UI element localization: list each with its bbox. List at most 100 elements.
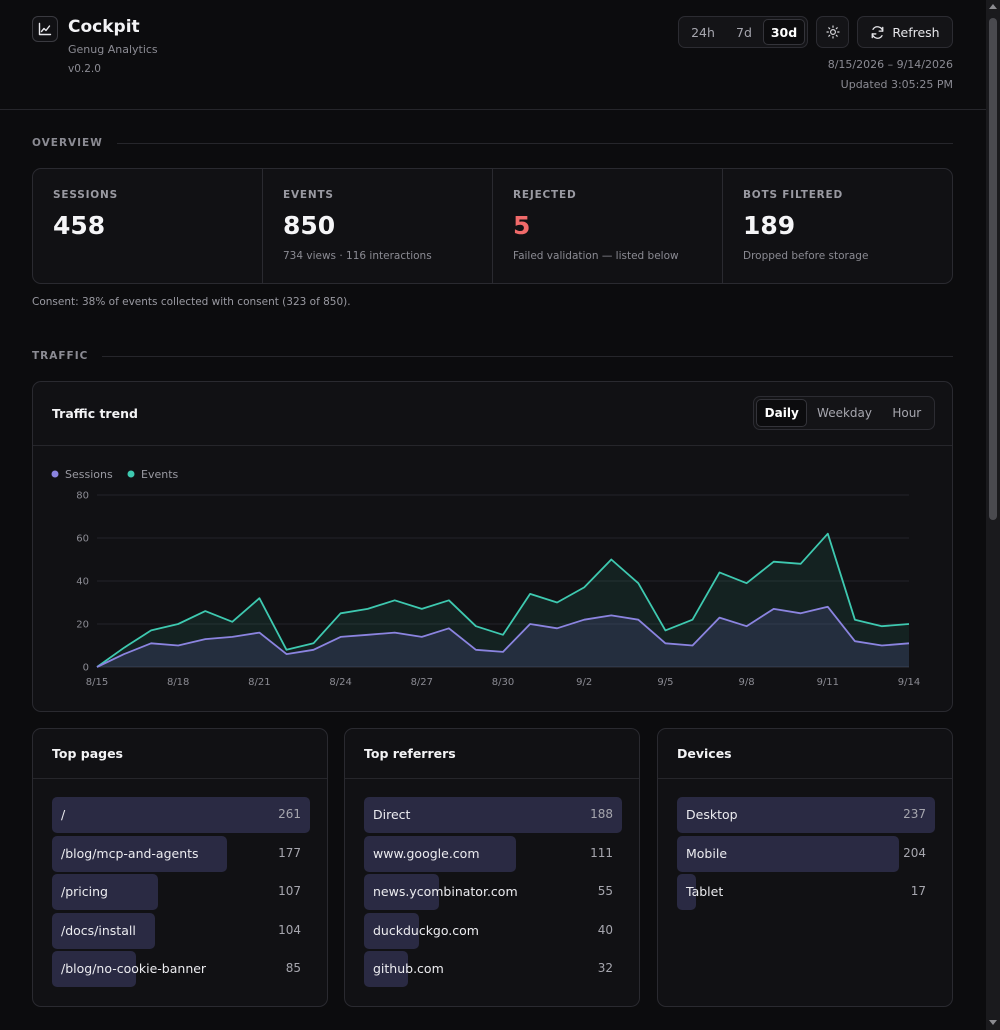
data-point-sessions[interactable] [148, 640, 154, 646]
data-point-events[interactable] [446, 597, 452, 603]
data-point-events[interactable] [392, 597, 398, 603]
data-point-sessions[interactable] [229, 634, 235, 640]
data-point-events[interactable] [175, 621, 181, 627]
data-point-events[interactable] [94, 664, 100, 670]
page-row[interactable]: /blog/no-cookie-banner 85 [52, 951, 310, 987]
data-point-events[interactable] [662, 627, 668, 633]
data-point-sessions[interactable] [852, 638, 858, 644]
data-point-events[interactable] [419, 606, 425, 612]
data-point-sessions[interactable] [473, 647, 479, 653]
data-point-sessions[interactable] [175, 643, 181, 649]
data-point-events[interactable] [608, 557, 614, 563]
data-point-sessions[interactable] [744, 623, 750, 629]
page-scrollbar[interactable] [986, 0, 1000, 1030]
page-row[interactable]: / 261 [52, 797, 310, 833]
data-point-sessions[interactable] [906, 640, 912, 646]
data-point-sessions[interactable] [446, 625, 452, 631]
data-point-events[interactable] [229, 619, 235, 625]
data-point-events[interactable] [744, 580, 750, 586]
view-weekday-button[interactable]: Weekday [817, 406, 872, 420]
data-point-sessions[interactable] [662, 640, 668, 646]
data-point-events[interactable] [717, 569, 723, 575]
stat-sessions: SESSIONS 458 [33, 169, 263, 283]
device-row[interactable]: Tablet 17 [677, 874, 935, 910]
data-point-events[interactable] [798, 561, 804, 567]
refresh-button[interactable]: Refresh [857, 16, 953, 48]
page-row[interactable]: /blog/mcp-and-agents 177 [52, 835, 310, 872]
data-point-sessions[interactable] [392, 630, 398, 636]
device-row[interactable]: Mobile 204 [677, 835, 935, 872]
data-point-sessions[interactable] [202, 636, 208, 642]
data-point-sessions[interactable] [365, 632, 371, 638]
scrollbar-thumb[interactable] [989, 18, 997, 520]
data-point-events[interactable] [500, 632, 506, 638]
data-point-sessions[interactable] [717, 615, 723, 621]
data-point-sessions[interactable] [635, 617, 641, 623]
range-7d-button[interactable]: 7d [736, 24, 752, 40]
data-point-sessions[interactable] [311, 647, 317, 653]
data-point-sessions[interactable] [338, 634, 344, 640]
referrer-row[interactable]: news.ycombinator.com 55 [364, 874, 622, 910]
top-referrers-list: Direct 188 www.google.com 111 news.ycombinat… [364, 797, 622, 990]
x-tick-label: 8/30 [492, 677, 514, 688]
page-row[interactable]: /pricing 107 [52, 874, 310, 910]
data-point-events[interactable] [527, 591, 533, 597]
referrer-row[interactable]: github.com 32 [364, 951, 622, 987]
data-point-sessions[interactable] [256, 630, 262, 636]
data-point-events[interactable] [202, 608, 208, 614]
range-30d-button[interactable]: 30d [763, 19, 805, 45]
data-point-events[interactable] [148, 627, 154, 633]
row-label: /blog/mcp-and-agents [61, 845, 199, 861]
legend-label-sessions: Sessions [65, 468, 113, 481]
data-point-sessions[interactable] [527, 621, 533, 627]
data-point-sessions[interactable] [554, 625, 560, 631]
data-point-events[interactable] [906, 621, 912, 627]
data-point-events[interactable] [635, 580, 641, 586]
x-tick-label: 9/2 [576, 677, 592, 688]
legend-label-events: Events [141, 468, 179, 481]
data-point-events[interactable] [311, 640, 317, 646]
stat-value: 189 [743, 211, 796, 240]
data-point-events[interactable] [581, 584, 587, 590]
data-point-sessions[interactable] [798, 610, 804, 616]
data-point-sessions[interactable] [419, 634, 425, 640]
data-point-sessions[interactable] [879, 643, 885, 649]
referrer-row[interactable]: www.google.com 111 [364, 835, 622, 872]
scroll-down-arrow-icon[interactable] [989, 1020, 997, 1025]
data-point-sessions[interactable] [121, 651, 127, 657]
data-point-sessions[interactable] [825, 604, 831, 610]
sun-icon [825, 25, 840, 39]
data-point-sessions[interactable] [581, 617, 587, 623]
data-point-sessions[interactable] [690, 643, 696, 649]
value-bar [677, 835, 900, 872]
range-24h-button[interactable]: 24h [691, 24, 715, 40]
data-point-events[interactable] [256, 595, 262, 601]
view-daily-button[interactable]: Daily [756, 399, 808, 427]
time-range-selector: 24h 7d 30d [678, 16, 808, 48]
data-point-sessions[interactable] [500, 649, 506, 655]
divider [102, 355, 953, 357]
data-point-sessions[interactable] [771, 606, 777, 612]
data-point-events[interactable] [338, 610, 344, 616]
view-hour-button[interactable]: Hour [892, 406, 922, 420]
consent-note: Consent: 38% of events collected with co… [32, 296, 351, 308]
data-point-events[interactable] [852, 617, 858, 623]
page-row[interactable]: /docs/install 104 [52, 912, 310, 949]
data-point-events[interactable] [825, 531, 831, 537]
data-point-events[interactable] [473, 623, 479, 629]
data-point-events[interactable] [284, 647, 290, 653]
scroll-up-arrow-icon[interactable] [989, 4, 997, 9]
data-point-events[interactable] [771, 559, 777, 565]
device-row[interactable]: Desktop 237 [677, 797, 935, 833]
data-point-events[interactable] [879, 623, 885, 629]
legend-dot-sessions [51, 470, 59, 478]
data-point-sessions[interactable] [608, 612, 614, 618]
data-point-events[interactable] [690, 617, 696, 623]
referrer-row[interactable]: Direct 188 [364, 797, 622, 833]
data-point-events[interactable] [554, 600, 560, 606]
data-point-events[interactable] [121, 645, 127, 651]
data-point-events[interactable] [365, 606, 371, 612]
row-count: 237 [903, 807, 926, 821]
referrer-row[interactable]: duckduckgo.com 40 [364, 912, 622, 949]
theme-toggle-button[interactable] [816, 16, 849, 48]
